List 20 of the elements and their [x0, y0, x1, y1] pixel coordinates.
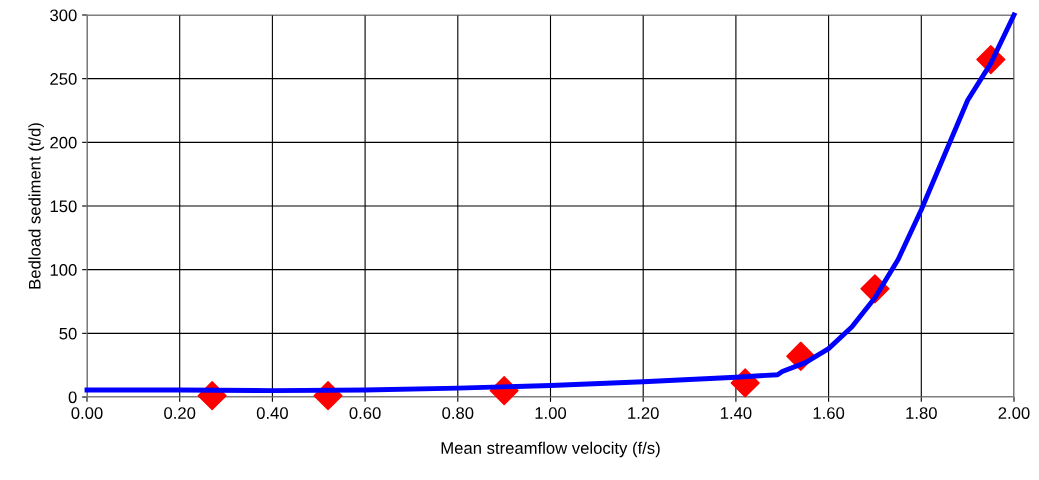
x-tick-label: 1.40: [720, 407, 752, 419]
x-tick-label: 2.00: [998, 407, 1030, 419]
x-tick-label: 0.60: [349, 407, 381, 419]
x-tick-label: 1.20: [628, 407, 659, 419]
y-tick-label: 0: [68, 391, 77, 404]
x-tick-label: 1.60: [813, 407, 845, 419]
y-tick-label: 100: [50, 264, 77, 276]
y-tick-label: 150: [50, 200, 77, 213]
y-tick-label: 250: [50, 73, 77, 85]
y-tick-label: 50: [59, 327, 77, 340]
x-axis-title: Mean streamflow velocity (f/s): [441, 441, 660, 458]
x-tick-label: 0.20: [164, 407, 196, 419]
y-tick-label: 300: [50, 9, 77, 22]
x-tick-label: 1.00: [535, 407, 567, 419]
y-tick-label: 200: [50, 136, 77, 149]
x-tick-label: 0.80: [442, 407, 474, 419]
x-tick-label: 0.00: [71, 407, 103, 419]
y-axis-title: Bedload sediment (t/d): [28, 123, 44, 289]
x-tick-label: 0.40: [256, 407, 288, 419]
x-tick-label: 1.80: [906, 407, 937, 419]
